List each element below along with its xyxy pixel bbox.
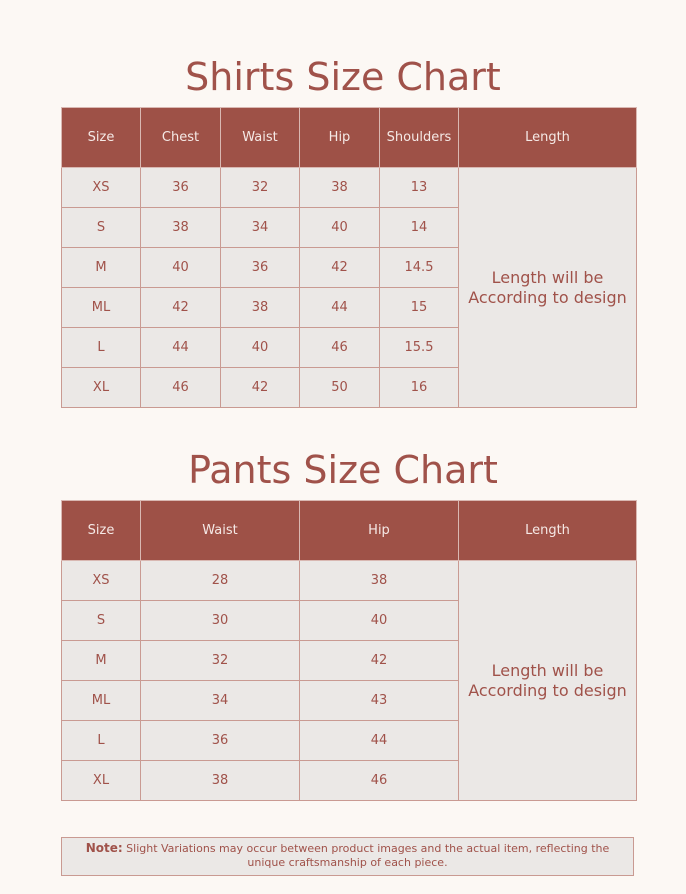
cell-size: L — [61, 720, 141, 761]
cell-hip: 38 — [299, 167, 380, 208]
cell-hip: 44 — [299, 287, 380, 328]
cell-waist: 40 — [220, 327, 300, 368]
cell-waist: 34 — [140, 680, 300, 721]
cell-size: M — [61, 247, 141, 288]
cell-shoulders: 14.5 — [379, 247, 459, 288]
column-header-chest: Chest — [140, 107, 221, 168]
cell-waist: 32 — [140, 640, 300, 681]
pants-title: Pants Size Chart — [188, 448, 498, 492]
table-row: XS 36 32 38 13 Length will be According to des… — [61, 167, 637, 408]
table-row: S 30 40 — [61, 600, 637, 641]
note-text: Slight Variations may occur between prod… — [126, 842, 610, 869]
length-note-line: According to design — [468, 287, 627, 307]
column-header-length: Length — [458, 500, 637, 561]
cell-size: M — [61, 640, 141, 681]
column-header-hip: Hip — [299, 500, 459, 561]
cell-hip: 46 — [299, 760, 459, 801]
table-row: ML 34 43 — [61, 680, 637, 721]
length-note-line: Length will be — [491, 660, 604, 680]
cell-waist: 38 — [220, 287, 300, 328]
length-note-cell: Length will be According to design — [458, 167, 637, 408]
cell-size: XL — [61, 367, 141, 408]
cell-shoulders: 15 — [379, 287, 459, 328]
cell-shoulders: 14 — [379, 207, 459, 248]
cell-waist: 36 — [140, 720, 300, 761]
column-header-size: Size — [61, 107, 141, 168]
cell-hip: 40 — [299, 207, 380, 248]
cell-waist: 28 — [140, 560, 300, 601]
cell-hip: 50 — [299, 367, 380, 408]
column-header-waist: Waist — [140, 500, 300, 561]
cell-size: XL — [61, 760, 141, 801]
table-row: ML 42 38 44 15 — [61, 287, 637, 328]
column-header-hip: Hip — [299, 107, 380, 168]
header-row: Size Chest Waist Hip Shoulders Length — [61, 107, 637, 168]
cell-shoulders: 15.5 — [379, 327, 459, 368]
table-row: XL 46 42 50 16 — [61, 367, 637, 408]
cell-size: XS — [61, 167, 141, 208]
table-row: XS 28 38 Length will be According to design — [61, 560, 637, 801]
cell-size: L — [61, 327, 141, 368]
length-note-cell: Length will be According to design — [458, 560, 637, 801]
column-header-length: Length — [458, 107, 637, 168]
cell-shoulders: 13 — [379, 167, 459, 208]
pants-size-table: Size Waist Hip Length XS 28 38 Length will be Ac… — [61, 500, 637, 801]
note-label: Note: — [85, 841, 123, 855]
cell-hip: 46 — [299, 327, 380, 368]
header-row: Size Waist Hip Length — [61, 500, 637, 561]
table-row: L 44 40 46 15.5 — [61, 327, 637, 368]
cell-chest: 38 — [140, 207, 221, 248]
table-row: XL 38 46 — [61, 760, 637, 801]
cell-chest: 36 — [140, 167, 221, 208]
note-box: Note: Slight Variations may occur betwee… — [61, 837, 634, 876]
column-header-size: Size — [61, 500, 141, 561]
cell-chest: 42 — [140, 287, 221, 328]
table-row: M 40 36 42 14.5 — [61, 247, 637, 288]
length-note-line: According to design — [468, 680, 627, 700]
cell-hip: 42 — [299, 247, 380, 288]
cell-size: ML — [61, 287, 141, 328]
cell-waist: 32 — [220, 167, 300, 208]
cell-hip: 40 — [299, 600, 459, 641]
column-header-shoulders: Shoulders — [379, 107, 459, 168]
cell-size: S — [61, 600, 141, 641]
cell-hip: 44 — [299, 720, 459, 761]
cell-size: ML — [61, 680, 141, 721]
column-header-waist: Waist — [220, 107, 300, 168]
shirts-title: Shirts Size Chart — [185, 55, 501, 99]
table-row: M 32 42 — [61, 640, 637, 681]
length-note-line: Length will be — [491, 267, 604, 287]
cell-size: S — [61, 207, 141, 248]
table-row: L 36 44 — [61, 720, 637, 761]
shirts-size-table: Size Chest Waist Hip Shoulders Length XS 36 32 38… — [61, 107, 637, 408]
cell-hip: 38 — [299, 560, 459, 601]
cell-shoulders: 16 — [379, 367, 459, 408]
cell-chest: 40 — [140, 247, 221, 288]
cell-chest: 46 — [140, 367, 221, 408]
cell-waist: 36 — [220, 247, 300, 288]
cell-waist: 30 — [140, 600, 300, 641]
cell-waist: 38 — [140, 760, 300, 801]
table-row: S 38 34 40 14 — [61, 207, 637, 248]
cell-chest: 44 — [140, 327, 221, 368]
cell-size: XS — [61, 560, 141, 601]
cell-hip: 43 — [299, 680, 459, 721]
cell-waist: 34 — [220, 207, 300, 248]
cell-hip: 42 — [299, 640, 459, 681]
cell-waist: 42 — [220, 367, 300, 408]
